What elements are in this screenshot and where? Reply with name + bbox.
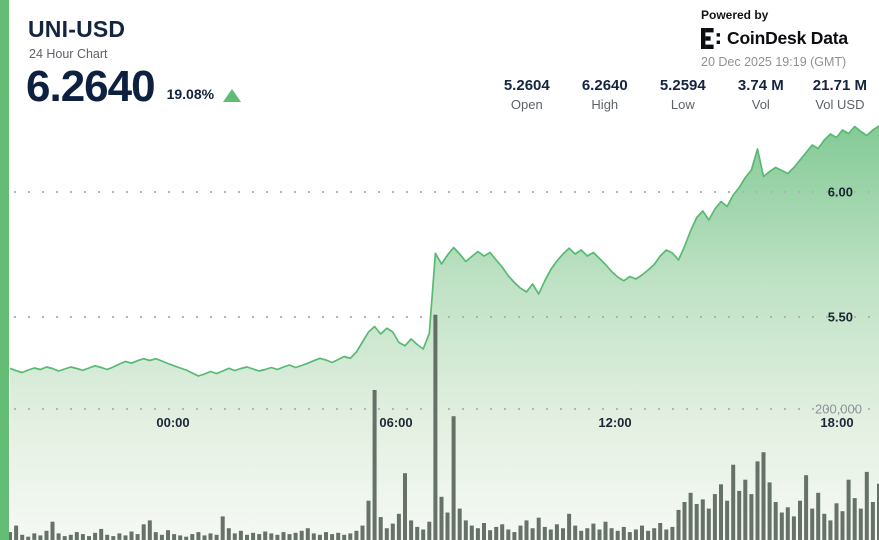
branding-block: Powered by CoinDesk Data 20 Dec 2025 19:… [701,8,848,69]
price-area-fill [10,126,879,540]
left-accent-bar [0,0,9,540]
stat-high-label: High [591,97,619,112]
stat-open: 5.2604 Open [501,77,553,112]
price-axis-tick: 5.50 [827,309,853,325]
time-axis-tick: 18:00 [820,415,854,430]
stat-vol-label: Vol [751,97,770,112]
time-axis-tick: 12:00 [598,415,632,430]
arrow-up-icon [223,89,242,103]
coindesk-logo-icon [701,28,720,49]
time-axis-tick: 06:00 [379,415,413,430]
instrument-symbol: UNI-USD [28,16,126,42]
price-axis-tick: 6.00 [827,184,853,200]
price-row: 6.2640 19.08% [26,62,242,111]
stat-low: 5.2594 Low [657,77,709,112]
quote-timestamp: 20 Dec 2025 19:19 (GMT) [701,55,847,69]
volume-bars [8,314,879,540]
stat-high-value: 6.2640 [581,77,628,94]
coindesk-logo-text: CoinDesk Data [727,28,848,48]
coindesk-logo-link[interactable]: CoinDesk Data [701,28,848,49]
stat-high: 6.2640 High [579,77,631,112]
change-percent: 19.08% [166,86,215,103]
stat-open-label: Open [510,97,543,112]
stat-vol-value: 3.74 M [737,77,784,94]
stat-low-value: 5.2594 [659,77,706,94]
chart-canvas [0,125,879,540]
stat-vol: 3.74 M Vol [735,77,787,112]
current-price: 6.2640 [26,62,156,111]
powered-by-label: Powered by [701,8,769,22]
stat-low-label: Low [670,97,695,112]
stat-vol-usd-label: Vol USD [815,97,865,112]
stat-vol-usd: 21.71 M Vol USD [813,77,867,112]
stats-row: 5.2604 Open 6.2640 High 5.2594 Low 3.74 … [475,77,867,112]
price-line [9,125,879,377]
chart-subtitle: 24 Hour Chart [29,47,108,61]
stat-vol-usd-value: 21.71 M [812,77,867,94]
volume-axis-tick: 200,000 [815,401,862,417]
price-volume-chart: 6.00 5.50 200,000 00:00 06:00 12:00 18:00 [0,120,879,540]
stat-open-value: 5.2604 [503,77,550,94]
time-axis-tick: 00:00 [156,415,190,430]
